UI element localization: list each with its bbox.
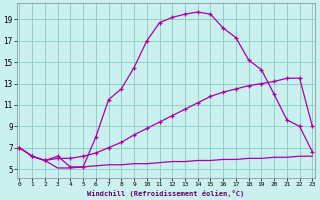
X-axis label: Windchill (Refroidissement éolien,°C): Windchill (Refroidissement éolien,°C) [87, 190, 244, 197]
